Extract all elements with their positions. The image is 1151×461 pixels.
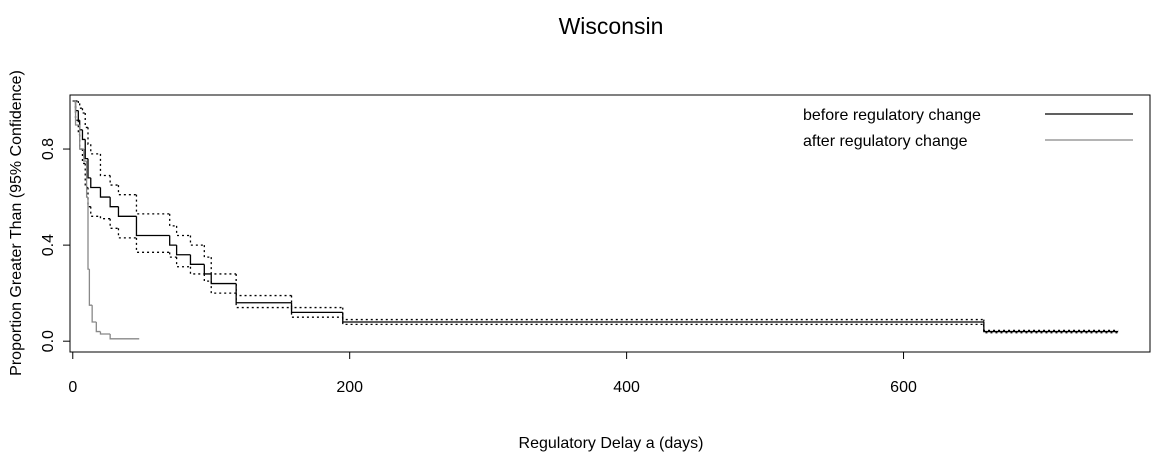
survival-step	[203, 264, 212, 275]
survival-step	[175, 245, 191, 256]
y-tick-label: 0.4	[40, 234, 57, 256]
ci-upper	[203, 245, 212, 258]
ci-lower	[169, 252, 177, 258]
chart-title: Wisconsin	[559, 13, 664, 39]
ci-lower	[117, 228, 137, 239]
x-tick-label: 200	[336, 379, 363, 396]
ci-upper	[169, 213, 177, 227]
y-tick-label: 0.8	[40, 138, 57, 160]
legend-label: before regulatory change	[803, 107, 981, 124]
survival-step	[74, 101, 80, 126]
survival-step	[90, 177, 101, 189]
survival-step	[81, 129, 86, 141]
ci-upper	[109, 175, 119, 186]
ci-upper	[235, 273, 292, 297]
ci-lower	[203, 273, 212, 282]
ci-upper	[189, 235, 205, 246]
y-tick-label: 0.0	[40, 330, 57, 352]
ci-lower	[175, 257, 191, 268]
y-axis-label: Proportion Greater Than (95% Confidence)	[8, 70, 25, 376]
x-axis-label: Regulatory Delay a (days)	[519, 435, 704, 452]
survival-step	[84, 139, 88, 160]
ci-upper	[90, 144, 101, 155]
ci-upper	[210, 257, 237, 275]
ci-upper	[84, 113, 88, 129]
ci-upper	[79, 103, 83, 109]
ci-upper	[175, 225, 191, 237]
survival-step	[87, 197, 90, 270]
survival-step	[342, 312, 984, 323]
ci-upper	[99, 153, 111, 177]
survival-step	[99, 187, 111, 198]
survival-step	[983, 321, 1119, 333]
x-tick-label: 0	[68, 379, 77, 396]
plot-frame	[69, 94, 1151, 353]
x-tick-label: 400	[613, 379, 640, 396]
survival-step	[235, 283, 292, 304]
survival-step	[91, 305, 97, 323]
survival-step	[99, 331, 111, 335]
survival-step	[79, 125, 84, 150]
survival-step	[290, 302, 343, 314]
survival-step	[109, 197, 119, 208]
survival-step	[109, 333, 140, 340]
survival-step	[95, 321, 101, 333]
ci-upper	[342, 307, 984, 321]
ci-lower	[99, 216, 111, 220]
survival-step	[189, 254, 205, 265]
ci-lower	[235, 293, 292, 309]
survival-step	[210, 273, 237, 285]
survival-step	[135, 216, 170, 237]
ci-lower	[189, 266, 205, 275]
ci-lower	[90, 206, 101, 217]
ci-upper	[117, 185, 137, 196]
ci-upper	[135, 194, 170, 215]
ci-upper	[77, 101, 80, 105]
ci-lower	[109, 218, 119, 229]
ci-upper	[983, 319, 1119, 332]
survival-step	[87, 158, 91, 179]
ci-lower	[135, 237, 170, 253]
survival-step	[169, 235, 177, 246]
ci-upper	[81, 108, 86, 114]
survival-step	[85, 161, 88, 198]
ci-lower	[81, 149, 86, 165]
survival-step	[77, 110, 80, 121]
ci-lower	[87, 187, 91, 208]
survival-step	[88, 269, 93, 306]
ci-upper	[87, 127, 91, 145]
ci-upper	[290, 295, 343, 309]
legend-label: after regulatory change	[803, 133, 968, 150]
ci-lower	[342, 317, 984, 326]
survival-step	[83, 149, 87, 162]
x-tick-label: 600	[890, 379, 917, 396]
survival-step	[117, 206, 137, 217]
